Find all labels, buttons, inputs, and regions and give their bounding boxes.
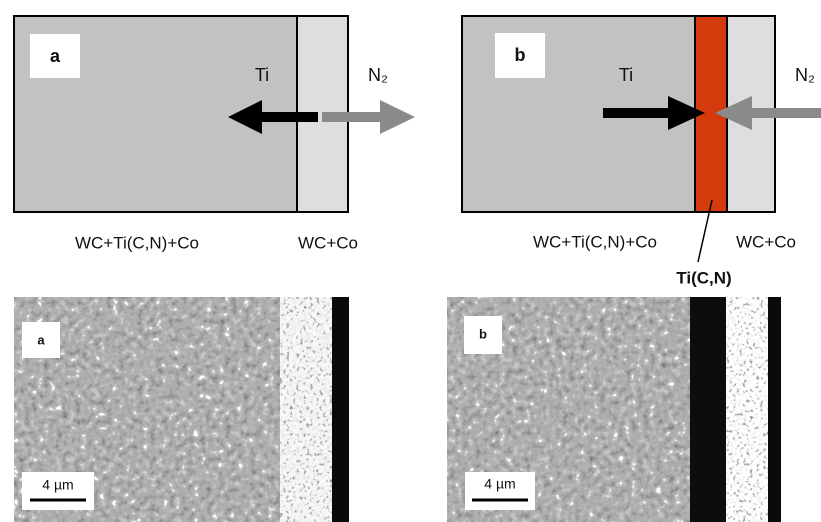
edge xyxy=(768,297,781,522)
micrograph-b: b 4 µm xyxy=(447,297,781,522)
n2-label: N₂ xyxy=(368,65,388,85)
region-label: WC+Co xyxy=(736,232,796,251)
panel-label: b xyxy=(515,45,526,65)
ti-label: Ti xyxy=(619,65,633,85)
figure: a Ti N₂ WC+Ti(C,N)+Co WC+Co b Ti N₂ WC+T… xyxy=(0,0,821,522)
region-label: WC+Co xyxy=(298,233,358,252)
schematic-a: a Ti N₂ WC+Ti(C,N)+Co WC+Co xyxy=(14,16,415,252)
n2-label: N₂ xyxy=(795,65,815,85)
micrograph-a: a 4 µm xyxy=(14,297,349,522)
region-label: WC+Ti(C,N)+Co xyxy=(533,232,657,251)
surface-zone xyxy=(726,297,768,522)
panel-label: a xyxy=(37,332,45,347)
ti-label: Ti xyxy=(255,65,269,85)
surface-zone xyxy=(280,297,332,522)
panel-label: a xyxy=(50,46,61,66)
scale-label: 4 µm xyxy=(484,476,515,492)
region-label: WC+Ti(C,N)+Co xyxy=(75,233,199,252)
ticn-layer xyxy=(690,297,726,522)
layer-label: Ti(C,N) xyxy=(676,268,731,287)
panel-label: b xyxy=(479,326,487,341)
schematic-b: b Ti N₂ WC+Ti(C,N)+Co WC+Co Ti(C,N) xyxy=(462,16,821,287)
edge xyxy=(332,297,349,522)
scale-label: 4 µm xyxy=(42,477,73,493)
